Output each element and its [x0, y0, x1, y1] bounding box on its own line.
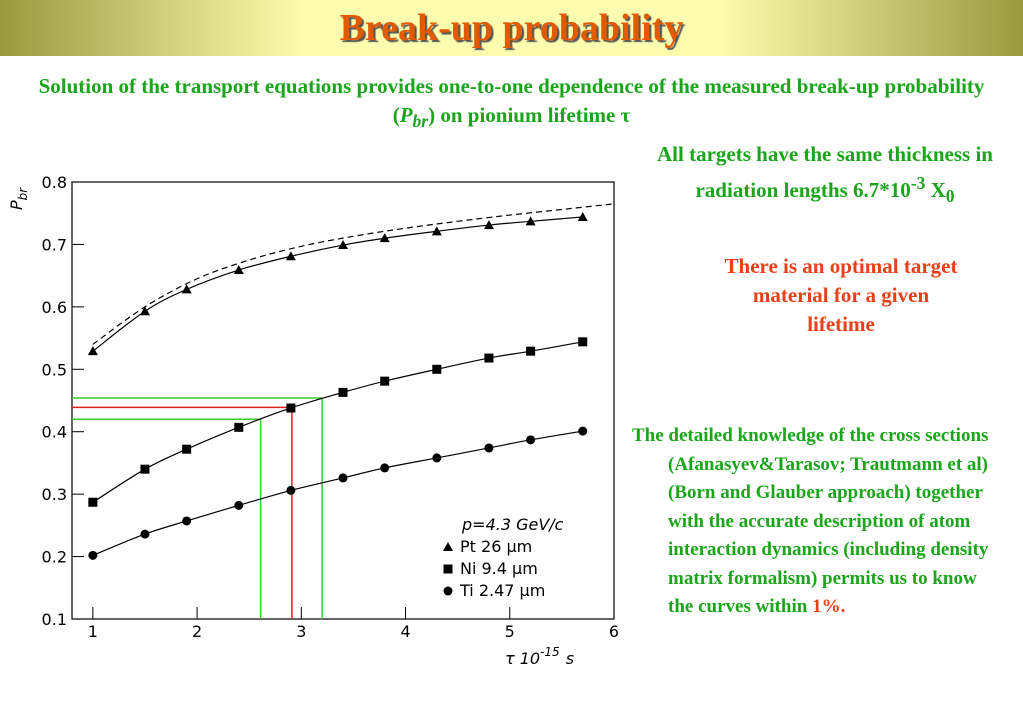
marker: [87, 346, 98, 356]
marker: [380, 463, 390, 473]
marker: [443, 564, 453, 574]
x-label-exp: -15: [540, 645, 560, 659]
x-tick-label: 2: [192, 622, 202, 641]
y-label-main: P: [7, 200, 26, 210]
marker: [525, 216, 536, 226]
y-tick-label: 0.1: [42, 610, 67, 629]
y-tick-label: 0.4: [42, 423, 67, 442]
note-text: All targets have the same thickness in r…: [657, 142, 993, 202]
x-label-main: τ 10: [505, 649, 540, 668]
x-tick-label: 3: [296, 622, 306, 641]
curve: [92, 203, 615, 345]
marker: [484, 443, 494, 453]
y-tick-label: 0.7: [42, 235, 67, 254]
symbol-sub: br: [412, 111, 429, 132]
symbol: P: [399, 103, 413, 127]
marker: [432, 453, 442, 463]
unit-sub: 0: [945, 186, 955, 207]
marker: [182, 516, 192, 526]
y-tick-label: 0.5: [42, 360, 67, 379]
y-tick-label: 0.3: [42, 485, 67, 504]
x-label-unit: s: [566, 649, 574, 668]
marker: [285, 251, 296, 261]
targets-note: All targets have the same thickness in r…: [655, 140, 995, 211]
y-tick-label: 0.2: [42, 548, 67, 567]
marker: [443, 586, 453, 596]
marker: [88, 550, 98, 560]
curve: [92, 341, 583, 503]
title-band: [0, 0, 1023, 56]
marker: [338, 387, 348, 397]
marker: [443, 542, 453, 551]
marker: [526, 346, 536, 356]
y-tick-label: 0.8: [42, 173, 67, 192]
x-tick-label: 5: [505, 622, 515, 641]
knowledge-note: The detailed knowledge of the cross sect…: [632, 422, 1002, 622]
x-tick-label: 4: [400, 622, 410, 641]
y-tick-label: 0.6: [42, 298, 67, 317]
exponent: -3: [910, 173, 926, 193]
marker: [233, 265, 244, 275]
plot-frame: [71, 181, 615, 620]
marker: [484, 353, 494, 363]
legend-label: Pt 26 μm: [460, 537, 532, 556]
marker: [526, 435, 536, 445]
legend-label: Ti 2.47 μm: [459, 581, 545, 600]
marker: [88, 497, 98, 507]
marker: [140, 529, 150, 539]
marker: [431, 226, 442, 236]
x-tick-label: 6: [609, 622, 619, 641]
marker: [286, 485, 296, 495]
marker: [286, 403, 296, 413]
x-tick-label: 1: [88, 622, 98, 641]
x-label: τ 10-15 s: [505, 645, 574, 668]
marker: [338, 240, 348, 250]
marker: [483, 220, 494, 230]
marker: [182, 444, 192, 454]
legend-title: p=4.3 GeV/c: [461, 515, 564, 534]
intro-text: ) on pionium lifetime τ: [428, 103, 631, 127]
marker: [379, 233, 390, 243]
legend-label: Ni 9.4 μm: [460, 559, 538, 578]
marker: [140, 464, 150, 474]
intro-text: Solution of the transport equations prov…: [38, 74, 985, 127]
marker: [578, 426, 588, 436]
marker: [338, 473, 348, 483]
y-label-sub: br: [16, 187, 30, 201]
curve: [92, 216, 583, 352]
slide-title: Break-up probability: [339, 7, 684, 49]
marker: [234, 422, 244, 432]
marker: [578, 337, 588, 347]
marker: [380, 376, 390, 386]
marker: [181, 284, 192, 294]
highlight: 1%.: [812, 596, 846, 617]
y-label: Pbr: [7, 187, 30, 210]
marker: [432, 364, 442, 374]
note-text: The detailed knowledge of the cross sect…: [632, 425, 989, 617]
marker: [577, 211, 588, 221]
unit: X: [925, 178, 946, 202]
optimal-note: There is an optimal target material for …: [724, 254, 958, 336]
chart: 0.1 0.2 0.3 0.4 0.5 0.6 0.7 0.8 1 2 3 4 5 6 Pbr τ 10-15…: [7, 173, 619, 668]
marker: [234, 500, 244, 510]
intro: Solution of the transport equations prov…: [20, 72, 1003, 136]
marker: [139, 306, 150, 316]
